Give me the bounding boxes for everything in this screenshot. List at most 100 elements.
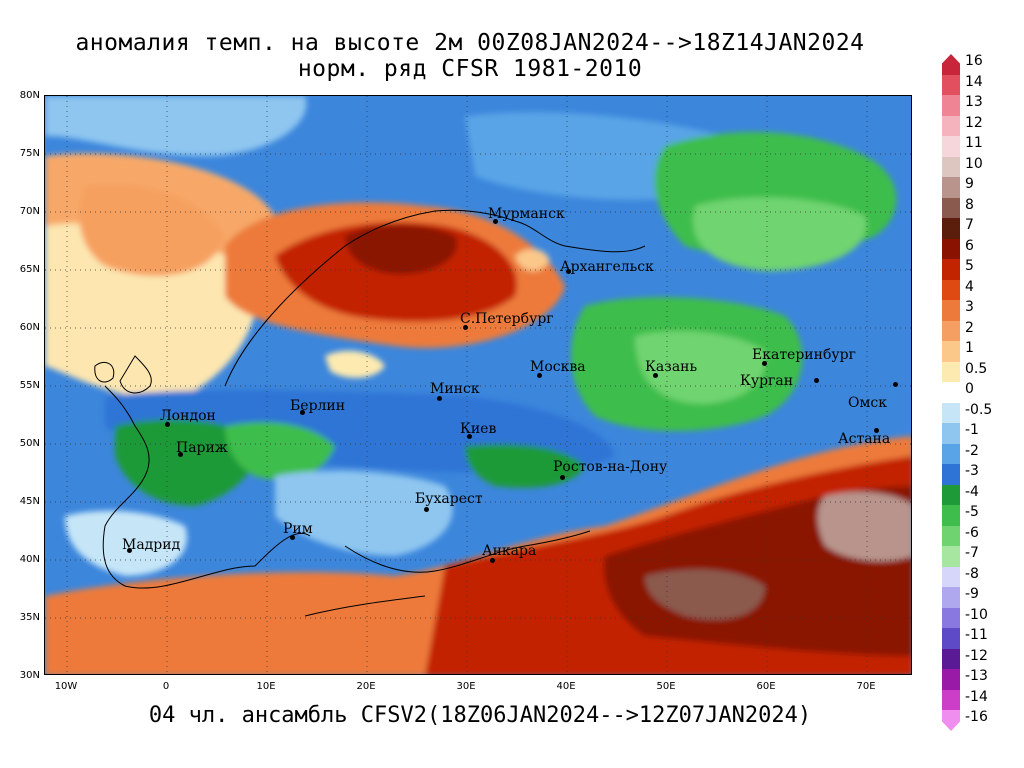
city-label: Бухарест — [415, 491, 483, 507]
city-marker — [424, 507, 429, 512]
ensemble-footer: 04 чл. ансамбль CFSV2(18Z06JAN2024-->12Z… — [148, 703, 812, 728]
city-marker — [762, 361, 767, 366]
legend-swatch — [942, 402, 960, 424]
city-marker — [566, 269, 571, 274]
legend-tick-label: 2 — [965, 319, 974, 336]
city-label: Минск — [430, 381, 480, 397]
lon-label: 60E — [756, 681, 776, 692]
legend-swatch — [942, 382, 960, 403]
city-label: Архангельск — [560, 259, 654, 275]
legend-tick-label: -14 — [965, 688, 988, 705]
legend-swatch — [942, 54, 960, 75]
legend-swatch — [942, 177, 960, 198]
legend-tick-label: -5 — [965, 504, 979, 520]
legend-swatch — [942, 628, 960, 649]
legend-swatch — [942, 607, 960, 629]
legend-tick-label: -3 — [965, 463, 979, 479]
legend-tick-label: 14 — [965, 73, 983, 90]
city-marker — [463, 325, 468, 330]
legend-tick-label: 1 — [965, 340, 974, 356]
city-label: Анкара — [482, 543, 537, 559]
legend-tick-label: 9 — [965, 176, 974, 192]
city-label: Мадрид — [122, 537, 181, 553]
lon-label: 20E — [356, 681, 376, 692]
city-marker — [165, 422, 170, 427]
city-label: Астана — [838, 431, 891, 447]
legend-tick-label: 0 — [965, 381, 974, 397]
legend-swatch — [942, 197, 960, 219]
legend-swatch — [942, 361, 960, 383]
legend-swatch — [942, 710, 960, 731]
lat-label: 70N — [19, 206, 40, 217]
legend-tick-label: 6 — [965, 237, 974, 254]
legend-tick-label: -10 — [965, 606, 988, 623]
city-label: С.Петербург — [460, 311, 554, 327]
legend-tick-label: -1 — [965, 422, 979, 438]
legend-swatch — [942, 156, 960, 178]
city-marker — [537, 373, 542, 378]
city-marker — [300, 410, 305, 415]
legend-tick-label: 12 — [965, 114, 983, 131]
city-label: Москва — [530, 359, 586, 375]
city-marker — [127, 548, 132, 553]
city-marker — [467, 434, 472, 439]
city-marker — [814, 378, 819, 383]
legend-swatch — [942, 320, 960, 342]
legend-tick-label: 11 — [965, 135, 983, 151]
lat-label: 60N — [19, 322, 40, 333]
legend-tick-label: -13 — [965, 668, 988, 684]
city-label: Мурманск — [488, 206, 565, 222]
lat-label: 55N — [19, 380, 40, 391]
legend-tick-label: 16 — [965, 53, 983, 69]
city-marker — [290, 535, 295, 540]
legend-swatch — [942, 464, 960, 485]
legend-swatch — [942, 115, 960, 137]
legend-swatch — [942, 566, 960, 588]
city-label: Париж — [176, 440, 228, 456]
city-label: Рим — [283, 521, 313, 537]
map-title: аномалия темп. на высоте 2м 00Z08JAN2024… — [75, 30, 865, 56]
legend-tick-label: 8 — [965, 196, 974, 213]
city-label: Берлин — [290, 398, 346, 414]
legend-swatch — [942, 136, 960, 157]
legend-tick-label: -4 — [965, 483, 979, 500]
lon-label: 10E — [256, 681, 276, 692]
legend-swatch — [942, 587, 960, 608]
lat-label: 45N — [19, 496, 40, 507]
legend-tick-label: -2 — [965, 442, 979, 459]
color-legend: 16 14 13 12 11 10 9 8 7 6 5 4 3 2 1 0.5 0 -0.5 -1 -2 -3 -4 -5 -… — [938, 44, 1024, 731]
city-marker — [560, 475, 565, 480]
anomaly-field — [45, 96, 911, 674]
legend-tick-label: -11 — [965, 627, 988, 643]
lat-label: 75N — [19, 148, 40, 159]
legend-swatch — [942, 74, 960, 96]
lat-label: 50N — [19, 438, 40, 449]
legend-tick-label: -6 — [965, 524, 979, 541]
city-label: Омск — [848, 395, 887, 411]
legend-swatch — [942, 443, 960, 465]
lat-label: 80N — [19, 90, 40, 101]
city-marker — [178, 452, 183, 457]
city-marker — [490, 558, 495, 563]
legend-tick-label: -8 — [965, 565, 979, 582]
lon-label: 40E — [556, 681, 576, 692]
legend-swatch — [942, 341, 960, 362]
city-marker — [437, 396, 442, 401]
lat-label: 30N — [19, 670, 40, 681]
anomaly-map — [44, 95, 912, 675]
legend-swatch — [942, 525, 960, 547]
lon-label: 0 — [162, 681, 170, 692]
legend-swatch — [942, 238, 960, 260]
lat-label: 35N — [19, 612, 40, 623]
legend-tick-label: -9 — [965, 586, 979, 602]
legend-swatch — [942, 505, 960, 526]
city-label: Казань — [645, 359, 698, 375]
legend-tick-label: 0.5 — [965, 360, 988, 377]
legend-tick-label: 5 — [965, 258, 974, 274]
legend-swatch — [942, 300, 960, 321]
legend-swatch — [942, 423, 960, 444]
legend-tick-label: 4 — [965, 278, 974, 295]
city-label: Ростов-на-Дону — [553, 459, 668, 475]
city-label: Екатеринбург — [752, 347, 856, 363]
lon-label: 50E — [656, 681, 676, 692]
